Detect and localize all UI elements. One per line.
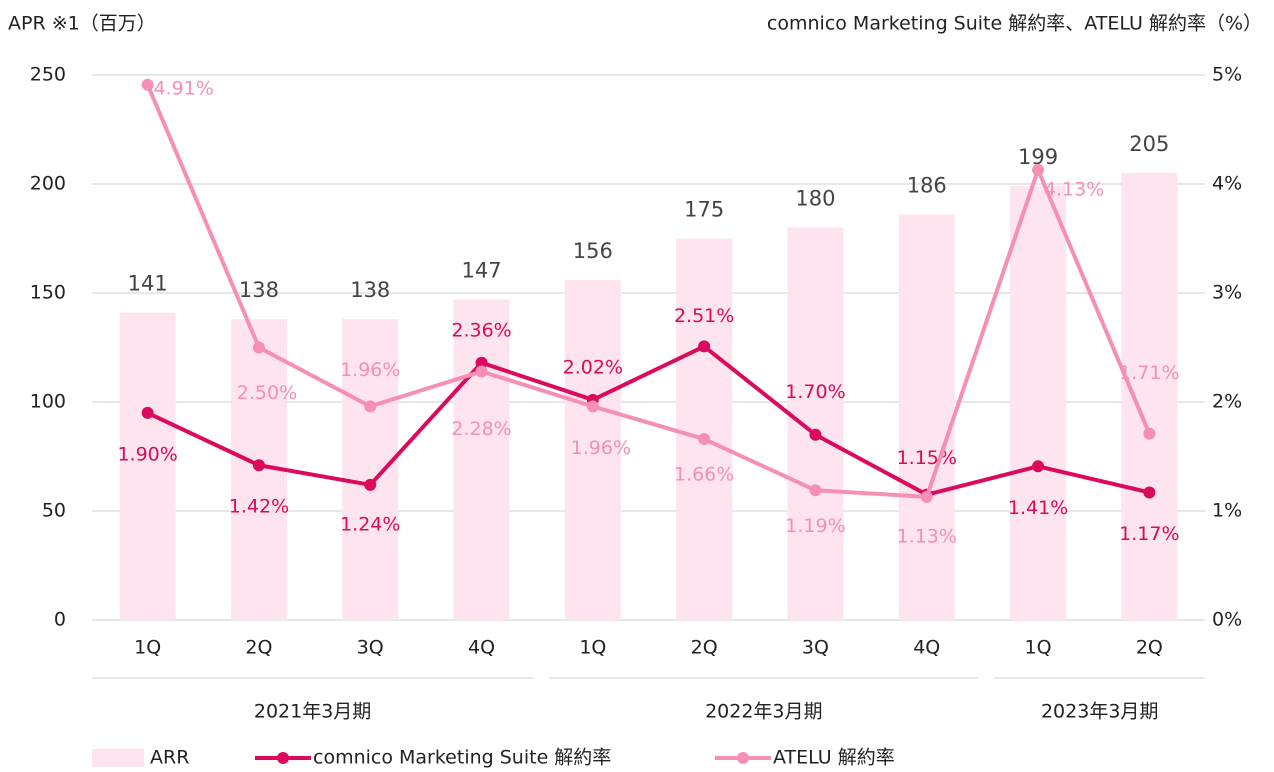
bar xyxy=(676,238,733,620)
bar-value-label: 138 xyxy=(350,278,390,302)
y-tick-label: 200 xyxy=(30,173,66,195)
y-tick-label: 100 xyxy=(30,391,66,413)
bar xyxy=(787,227,844,620)
line-marker xyxy=(920,490,933,503)
bar-value-label: 141 xyxy=(128,272,168,296)
bar xyxy=(1121,173,1178,620)
line-value-label: 1.71% xyxy=(1119,362,1179,384)
line-value-label: 1.13% xyxy=(897,525,957,547)
line-marker xyxy=(1032,460,1045,473)
line-value-label: 1.66% xyxy=(674,464,734,486)
x-tick-label: 2Q xyxy=(245,637,272,659)
legend-swatch xyxy=(277,752,289,764)
bar-value-label: 205 xyxy=(1129,132,1169,156)
bar-value-label: 180 xyxy=(795,187,835,211)
line-value-label: 1.96% xyxy=(571,437,631,459)
group-label: 2022年3月期 xyxy=(705,701,822,723)
y-tick-label: 150 xyxy=(30,282,66,304)
line-marker xyxy=(809,428,822,441)
line-marker xyxy=(698,433,711,446)
line-value-label: 1.70% xyxy=(785,381,845,403)
line-marker xyxy=(475,365,488,378)
x-tick-label: 1Q xyxy=(579,637,606,659)
line-value-label: 2.28% xyxy=(451,418,511,440)
y2-tick-label: 1% xyxy=(1212,500,1242,522)
x-tick-label: 4Q xyxy=(913,637,940,659)
y-tick-label: 0 xyxy=(54,609,66,631)
y2-tick-label: 2% xyxy=(1212,391,1242,413)
bar xyxy=(898,214,955,620)
line-value-label: 1.42% xyxy=(229,496,289,518)
bar xyxy=(119,312,176,620)
line-marker xyxy=(1143,427,1156,440)
bar xyxy=(342,319,399,620)
x-tick-label: 2Q xyxy=(1136,637,1163,659)
line-value-label: 4.13% xyxy=(1044,178,1104,200)
line-value-label: 2.02% xyxy=(563,356,623,378)
line xyxy=(146,344,1150,497)
y2-tick-label: 3% xyxy=(1212,282,1242,304)
line-value-label: 2.36% xyxy=(451,319,511,341)
bar-value-label: 186 xyxy=(907,174,947,198)
y2-tick-label: 4% xyxy=(1212,173,1242,195)
legend-label: ATELU 解約率 xyxy=(773,747,895,769)
y-axis-title: APR ※1（百万） xyxy=(8,13,156,35)
line-value-label: 1.41% xyxy=(1008,497,1068,519)
line-value-label: 2.51% xyxy=(674,305,734,327)
line-marker xyxy=(809,484,822,497)
line-marker xyxy=(364,400,377,413)
y2-tick-label: 5% xyxy=(1212,64,1242,86)
x-tick-label: 1Q xyxy=(1025,637,1052,659)
bar-value-label: 175 xyxy=(684,198,724,222)
x-tick-label: 3Q xyxy=(357,637,384,659)
legend-swatch xyxy=(737,752,749,764)
line-value-label: 1.90% xyxy=(117,443,177,465)
line-marker xyxy=(586,400,599,413)
line-marker xyxy=(475,356,488,369)
x-tick-label: 3Q xyxy=(802,637,829,659)
x-tick-label: 1Q xyxy=(134,637,161,659)
line-marker xyxy=(252,341,265,354)
line-value-label: 1.96% xyxy=(340,359,400,381)
line xyxy=(145,84,1152,499)
group-label: 2023年3月期 xyxy=(1041,701,1158,723)
line-value-label: 1.19% xyxy=(785,515,845,537)
bar xyxy=(1010,186,1067,620)
bar xyxy=(453,299,510,620)
line-value-label: 2.50% xyxy=(237,382,297,404)
line-marker xyxy=(141,406,154,419)
line-marker xyxy=(1032,163,1045,176)
y-tick-label: 50 xyxy=(42,500,66,522)
y2-axis-title: comnico Marketing Suite 解約率、ATELU 解約率（%） xyxy=(767,13,1262,35)
legend-label: comnico Marketing Suite 解約率 xyxy=(313,747,611,769)
bar xyxy=(564,279,621,620)
line-marker xyxy=(141,78,154,91)
x-tick-label: 4Q xyxy=(468,637,495,659)
bar-value-label: 138 xyxy=(239,278,279,302)
y-tick-label: 250 xyxy=(30,64,66,86)
bar-value-label: 156 xyxy=(573,239,613,263)
x-tick-label: 2Q xyxy=(691,637,718,659)
line-value-label: 4.91% xyxy=(153,77,213,99)
line-value-label: 1.24% xyxy=(340,513,400,535)
line-value-label: 1.17% xyxy=(1119,523,1179,545)
bar-value-label: 147 xyxy=(462,259,502,283)
line-value-label: 1.15% xyxy=(897,447,957,469)
legend-swatch xyxy=(92,749,144,767)
y2-tick-label: 0% xyxy=(1212,609,1242,631)
group-label: 2021年3月期 xyxy=(254,701,371,723)
line-marker xyxy=(252,459,265,472)
line-marker xyxy=(364,478,377,491)
legend-label: ARR xyxy=(150,747,189,769)
line-marker xyxy=(698,340,711,353)
line-marker xyxy=(1143,486,1156,499)
